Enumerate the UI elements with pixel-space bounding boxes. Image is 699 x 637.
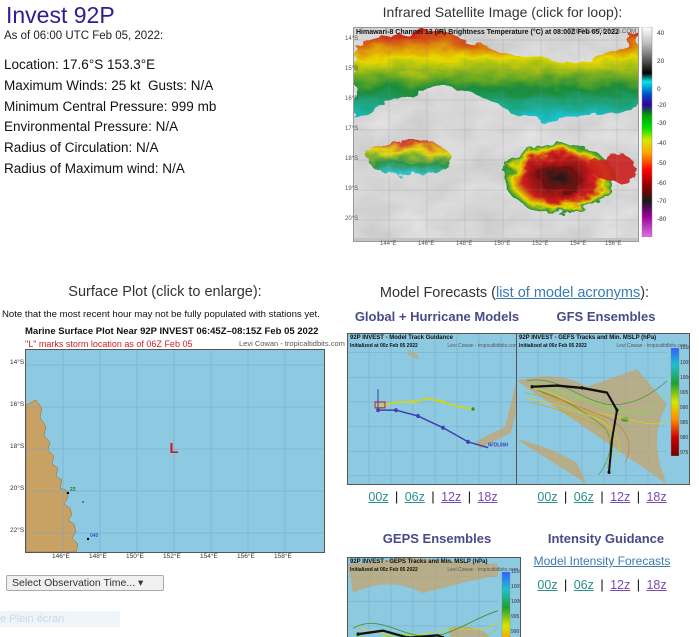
svg-text:NFDL06H: NFDL06H (488, 442, 509, 448)
svg-text:L: L (169, 440, 178, 457)
svg-text:040: 040 (90, 533, 99, 539)
svg-text:23: 23 (70, 487, 76, 493)
